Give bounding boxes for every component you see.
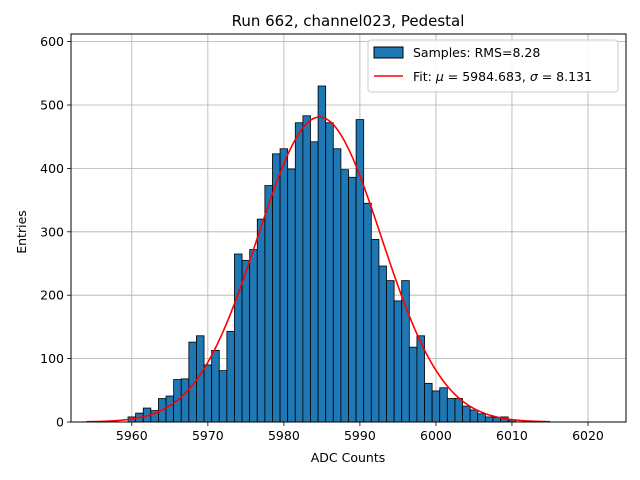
histogram-bar: [256, 218, 266, 423]
y-tick-label: 400: [40, 161, 64, 176]
histogram-bar: [294, 122, 304, 423]
histogram-bar: [386, 280, 395, 423]
histogram-bar: [393, 300, 403, 423]
legend: Samples: RMS=8.28 Fit: μ = 5984.683, σ =…: [367, 39, 619, 93]
axes-frame: [70, 33, 627, 423]
x-tick-label: 5960: [116, 428, 148, 443]
histogram-bar: [302, 115, 311, 423]
histogram-bar: [310, 141, 319, 423]
legend-box: [367, 39, 619, 93]
x-tick-label: 5980: [268, 428, 300, 443]
histogram-bar: [408, 346, 418, 423]
x-tick-label: 6010: [496, 428, 528, 443]
histogram-bar: [234, 253, 243, 423]
histogram-bar: [264, 185, 273, 423]
histogram-bar: [218, 370, 228, 423]
y-tick-label: 500: [40, 98, 64, 113]
histogram-bar: [340, 169, 349, 423]
y-tick-label: 300: [40, 224, 64, 239]
histogram-bar: [226, 330, 235, 423]
y-tick-label: 200: [40, 288, 64, 303]
x-axis-label: ADC Counts: [311, 450, 386, 465]
legend-fit-label: Fit: μ = 5984.683, σ = 8.131: [413, 69, 592, 84]
y-axis-label: Entries: [14, 210, 29, 254]
fit-curve-group: [86, 116, 550, 423]
histogram-bar: [241, 259, 251, 423]
histogram-bar: [454, 398, 463, 423]
x-tick-label: 6020: [572, 428, 604, 443]
histogram-bar: [325, 122, 334, 423]
histogram-bar: [462, 405, 471, 423]
histogram-bar: [370, 239, 380, 423]
histogram-bar: [211, 349, 220, 423]
x-tick-label: 5970: [192, 428, 224, 443]
histogram-bars: [127, 85, 517, 423]
histogram-bar: [439, 387, 448, 423]
histogram-bar: [249, 249, 258, 423]
y-tick-label: 600: [40, 34, 64, 49]
histogram-bar: [180, 378, 190, 423]
histogram-bar: [363, 202, 372, 423]
y-tick-label: 0: [56, 415, 64, 430]
histogram-bar: [446, 398, 456, 423]
legend-fit-mu-value: = 5984.683,: [444, 69, 530, 84]
histogram-bar: [279, 148, 289, 423]
legend-fit-sigma-symbol: σ: [530, 69, 539, 84]
legend-fit-mu-symbol: μ: [435, 69, 444, 84]
histogram-bar: [484, 416, 494, 423]
histogram-bar: [401, 280, 410, 423]
x-axis-ticks: 5960 5970 5980 5990 6000 6010 6020: [116, 422, 604, 443]
histogram-bar: [477, 413, 486, 423]
y-axis-ticks: 0 100 200 300 400 500 600: [40, 34, 71, 430]
histogram-bar: [332, 148, 342, 423]
histogram-bar: [317, 85, 327, 423]
chart-title: Run 662, channel023, Pedestal: [232, 12, 465, 30]
legend-fit-sigma-value: = 8.131: [538, 69, 592, 84]
legend-fit-prefix: Fit:: [413, 69, 436, 84]
histogram-bar: [165, 395, 175, 423]
histogram-bar: [272, 153, 281, 423]
histogram-bar: [469, 409, 479, 423]
histogram-bar: [431, 390, 441, 423]
histogram-bar: [203, 364, 213, 423]
legend-samples-label: Samples: RMS=8.28: [413, 45, 540, 60]
histogram-bar: [378, 265, 387, 423]
fit-curve-line: [86, 116, 550, 423]
histogram-bar: [287, 168, 296, 423]
x-tick-label: 6000: [420, 428, 452, 443]
legend-samples-swatch: [373, 46, 404, 59]
histogram-bar: [424, 382, 433, 423]
histogram-bar: [355, 119, 365, 423]
x-tick-label: 5990: [344, 428, 376, 443]
histogram-bar: [348, 176, 357, 423]
y-tick-label: 100: [40, 351, 64, 366]
